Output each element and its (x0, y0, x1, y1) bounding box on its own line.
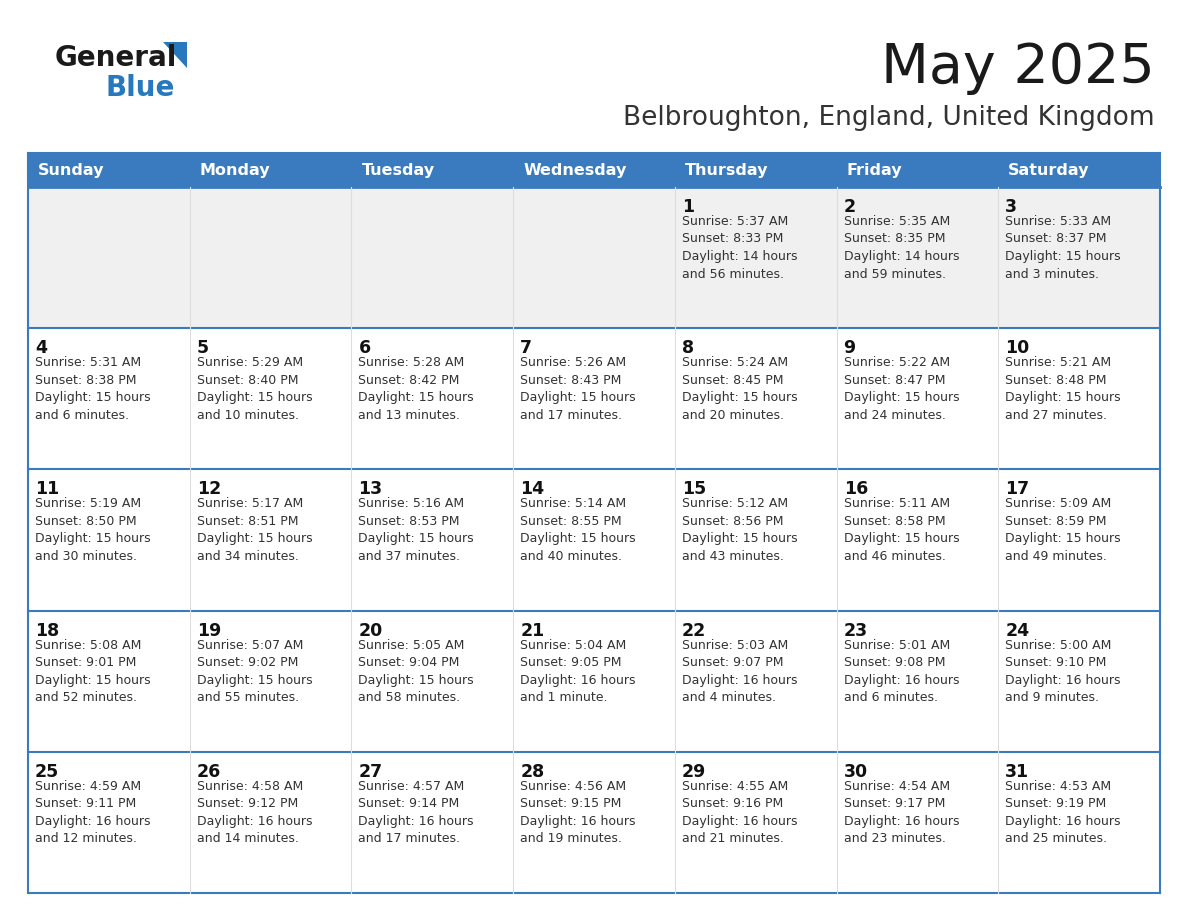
Text: 29: 29 (682, 763, 706, 781)
Bar (352, 153, 513, 187)
Text: Sunrise: 4:53 AM
Sunset: 9:19 PM
Daylight: 16 hours
and 25 minutes.: Sunrise: 4:53 AM Sunset: 9:19 PM Dayligh… (1005, 779, 1120, 845)
Text: 10: 10 (1005, 339, 1030, 357)
Text: Sunrise: 5:24 AM
Sunset: 8:45 PM
Daylight: 15 hours
and 20 minutes.: Sunrise: 5:24 AM Sunset: 8:45 PM Dayligh… (682, 356, 797, 421)
Text: 15: 15 (682, 480, 706, 498)
Text: 16: 16 (843, 480, 867, 498)
Text: Sunrise: 5:35 AM
Sunset: 8:35 PM
Daylight: 14 hours
and 59 minutes.: Sunrise: 5:35 AM Sunset: 8:35 PM Dayligh… (843, 215, 959, 281)
Text: Sunrise: 5:04 AM
Sunset: 9:05 PM
Daylight: 16 hours
and 1 minute.: Sunrise: 5:04 AM Sunset: 9:05 PM Dayligh… (520, 639, 636, 704)
Text: 9: 9 (843, 339, 855, 357)
Text: Sunrise: 5:22 AM
Sunset: 8:47 PM
Daylight: 15 hours
and 24 minutes.: Sunrise: 5:22 AM Sunset: 8:47 PM Dayligh… (843, 356, 959, 421)
Bar (513, 153, 675, 187)
Text: Monday: Monday (200, 162, 271, 177)
Text: 19: 19 (197, 621, 221, 640)
Text: 2: 2 (843, 198, 855, 216)
Text: 20: 20 (359, 621, 383, 640)
Text: May 2025: May 2025 (881, 41, 1155, 95)
Text: Sunrise: 5:17 AM
Sunset: 8:51 PM
Daylight: 15 hours
and 34 minutes.: Sunrise: 5:17 AM Sunset: 8:51 PM Dayligh… (197, 498, 312, 563)
Text: Sunrise: 5:37 AM
Sunset: 8:33 PM
Daylight: 14 hours
and 56 minutes.: Sunrise: 5:37 AM Sunset: 8:33 PM Dayligh… (682, 215, 797, 281)
Text: Sunrise: 5:26 AM
Sunset: 8:43 PM
Daylight: 15 hours
and 17 minutes.: Sunrise: 5:26 AM Sunset: 8:43 PM Dayligh… (520, 356, 636, 421)
Text: Sunrise: 5:08 AM
Sunset: 9:01 PM
Daylight: 15 hours
and 52 minutes.: Sunrise: 5:08 AM Sunset: 9:01 PM Dayligh… (34, 639, 151, 704)
Text: 4: 4 (34, 339, 48, 357)
Text: Tuesday: Tuesday (361, 162, 435, 177)
Text: Sunrise: 5:29 AM
Sunset: 8:40 PM
Daylight: 15 hours
and 10 minutes.: Sunrise: 5:29 AM Sunset: 8:40 PM Dayligh… (197, 356, 312, 421)
Text: 1: 1 (682, 198, 694, 216)
Bar (29, 610, 1159, 752)
Text: Sunrise: 5:16 AM
Sunset: 8:53 PM
Daylight: 15 hours
and 37 minutes.: Sunrise: 5:16 AM Sunset: 8:53 PM Dayligh… (359, 498, 474, 563)
Bar (29, 329, 1159, 469)
Text: 31: 31 (1005, 763, 1030, 781)
Text: 11: 11 (34, 480, 59, 498)
Text: 30: 30 (843, 763, 867, 781)
Text: Sunrise: 5:05 AM
Sunset: 9:04 PM
Daylight: 15 hours
and 58 minutes.: Sunrise: 5:05 AM Sunset: 9:04 PM Dayligh… (359, 639, 474, 704)
Text: 25: 25 (34, 763, 59, 781)
Text: 27: 27 (359, 763, 383, 781)
Bar (998, 153, 1159, 187)
Text: Sunrise: 5:07 AM
Sunset: 9:02 PM
Daylight: 15 hours
and 55 minutes.: Sunrise: 5:07 AM Sunset: 9:02 PM Dayligh… (197, 639, 312, 704)
Text: 5: 5 (197, 339, 209, 357)
Text: Sunrise: 5:03 AM
Sunset: 9:07 PM
Daylight: 16 hours
and 4 minutes.: Sunrise: 5:03 AM Sunset: 9:07 PM Dayligh… (682, 639, 797, 704)
Bar (29, 187, 1159, 329)
Text: General: General (55, 44, 177, 72)
Text: Sunrise: 5:01 AM
Sunset: 9:08 PM
Daylight: 16 hours
and 6 minutes.: Sunrise: 5:01 AM Sunset: 9:08 PM Dayligh… (843, 639, 959, 704)
Text: Friday: Friday (847, 162, 902, 177)
Text: 26: 26 (197, 763, 221, 781)
Text: 28: 28 (520, 763, 544, 781)
Text: Belbroughton, England, United Kingdom: Belbroughton, England, United Kingdom (624, 105, 1155, 131)
Bar (836, 153, 998, 187)
Polygon shape (163, 42, 187, 68)
Bar (675, 153, 836, 187)
Text: Blue: Blue (105, 74, 175, 102)
Text: Sunrise: 5:21 AM
Sunset: 8:48 PM
Daylight: 15 hours
and 27 minutes.: Sunrise: 5:21 AM Sunset: 8:48 PM Dayligh… (1005, 356, 1121, 421)
Text: 12: 12 (197, 480, 221, 498)
Text: Sunrise: 4:55 AM
Sunset: 9:16 PM
Daylight: 16 hours
and 21 minutes.: Sunrise: 4:55 AM Sunset: 9:16 PM Dayligh… (682, 779, 797, 845)
Text: 13: 13 (359, 480, 383, 498)
Bar (29, 469, 1159, 610)
Text: Wednesday: Wednesday (523, 162, 626, 177)
Text: 17: 17 (1005, 480, 1030, 498)
Text: 23: 23 (843, 621, 867, 640)
Text: 21: 21 (520, 621, 544, 640)
Text: Saturday: Saturday (1009, 162, 1089, 177)
Text: 24: 24 (1005, 621, 1030, 640)
Text: Sunrise: 5:12 AM
Sunset: 8:56 PM
Daylight: 15 hours
and 43 minutes.: Sunrise: 5:12 AM Sunset: 8:56 PM Dayligh… (682, 498, 797, 563)
Text: Sunrise: 5:31 AM
Sunset: 8:38 PM
Daylight: 15 hours
and 6 minutes.: Sunrise: 5:31 AM Sunset: 8:38 PM Dayligh… (34, 356, 151, 421)
Text: Sunrise: 4:56 AM
Sunset: 9:15 PM
Daylight: 16 hours
and 19 minutes.: Sunrise: 4:56 AM Sunset: 9:15 PM Dayligh… (520, 779, 636, 845)
Text: 7: 7 (520, 339, 532, 357)
Bar (190, 153, 352, 187)
Text: 14: 14 (520, 480, 544, 498)
Text: Thursday: Thursday (684, 162, 769, 177)
Text: Sunrise: 4:59 AM
Sunset: 9:11 PM
Daylight: 16 hours
and 12 minutes.: Sunrise: 4:59 AM Sunset: 9:11 PM Dayligh… (34, 779, 151, 845)
Text: Sunrise: 4:57 AM
Sunset: 9:14 PM
Daylight: 16 hours
and 17 minutes.: Sunrise: 4:57 AM Sunset: 9:14 PM Dayligh… (359, 779, 474, 845)
Bar (29, 153, 190, 187)
Text: 18: 18 (34, 621, 59, 640)
Text: Sunrise: 5:28 AM
Sunset: 8:42 PM
Daylight: 15 hours
and 13 minutes.: Sunrise: 5:28 AM Sunset: 8:42 PM Dayligh… (359, 356, 474, 421)
Text: Sunrise: 5:33 AM
Sunset: 8:37 PM
Daylight: 15 hours
and 3 minutes.: Sunrise: 5:33 AM Sunset: 8:37 PM Dayligh… (1005, 215, 1121, 281)
Text: 22: 22 (682, 621, 706, 640)
Text: 6: 6 (359, 339, 371, 357)
Text: Sunrise: 5:00 AM
Sunset: 9:10 PM
Daylight: 16 hours
and 9 minutes.: Sunrise: 5:00 AM Sunset: 9:10 PM Dayligh… (1005, 639, 1120, 704)
Text: Sunrise: 5:19 AM
Sunset: 8:50 PM
Daylight: 15 hours
and 30 minutes.: Sunrise: 5:19 AM Sunset: 8:50 PM Dayligh… (34, 498, 151, 563)
Text: Sunrise: 5:14 AM
Sunset: 8:55 PM
Daylight: 15 hours
and 40 minutes.: Sunrise: 5:14 AM Sunset: 8:55 PM Dayligh… (520, 498, 636, 563)
Bar (29, 752, 1159, 893)
Text: Sunrise: 4:54 AM
Sunset: 9:17 PM
Daylight: 16 hours
and 23 minutes.: Sunrise: 4:54 AM Sunset: 9:17 PM Dayligh… (843, 779, 959, 845)
Text: 8: 8 (682, 339, 694, 357)
Text: Sunrise: 4:58 AM
Sunset: 9:12 PM
Daylight: 16 hours
and 14 minutes.: Sunrise: 4:58 AM Sunset: 9:12 PM Dayligh… (197, 779, 312, 845)
Text: Sunrise: 5:11 AM
Sunset: 8:58 PM
Daylight: 15 hours
and 46 minutes.: Sunrise: 5:11 AM Sunset: 8:58 PM Dayligh… (843, 498, 959, 563)
Text: 3: 3 (1005, 198, 1017, 216)
Text: Sunrise: 5:09 AM
Sunset: 8:59 PM
Daylight: 15 hours
and 49 minutes.: Sunrise: 5:09 AM Sunset: 8:59 PM Dayligh… (1005, 498, 1121, 563)
Text: Sunday: Sunday (38, 162, 105, 177)
